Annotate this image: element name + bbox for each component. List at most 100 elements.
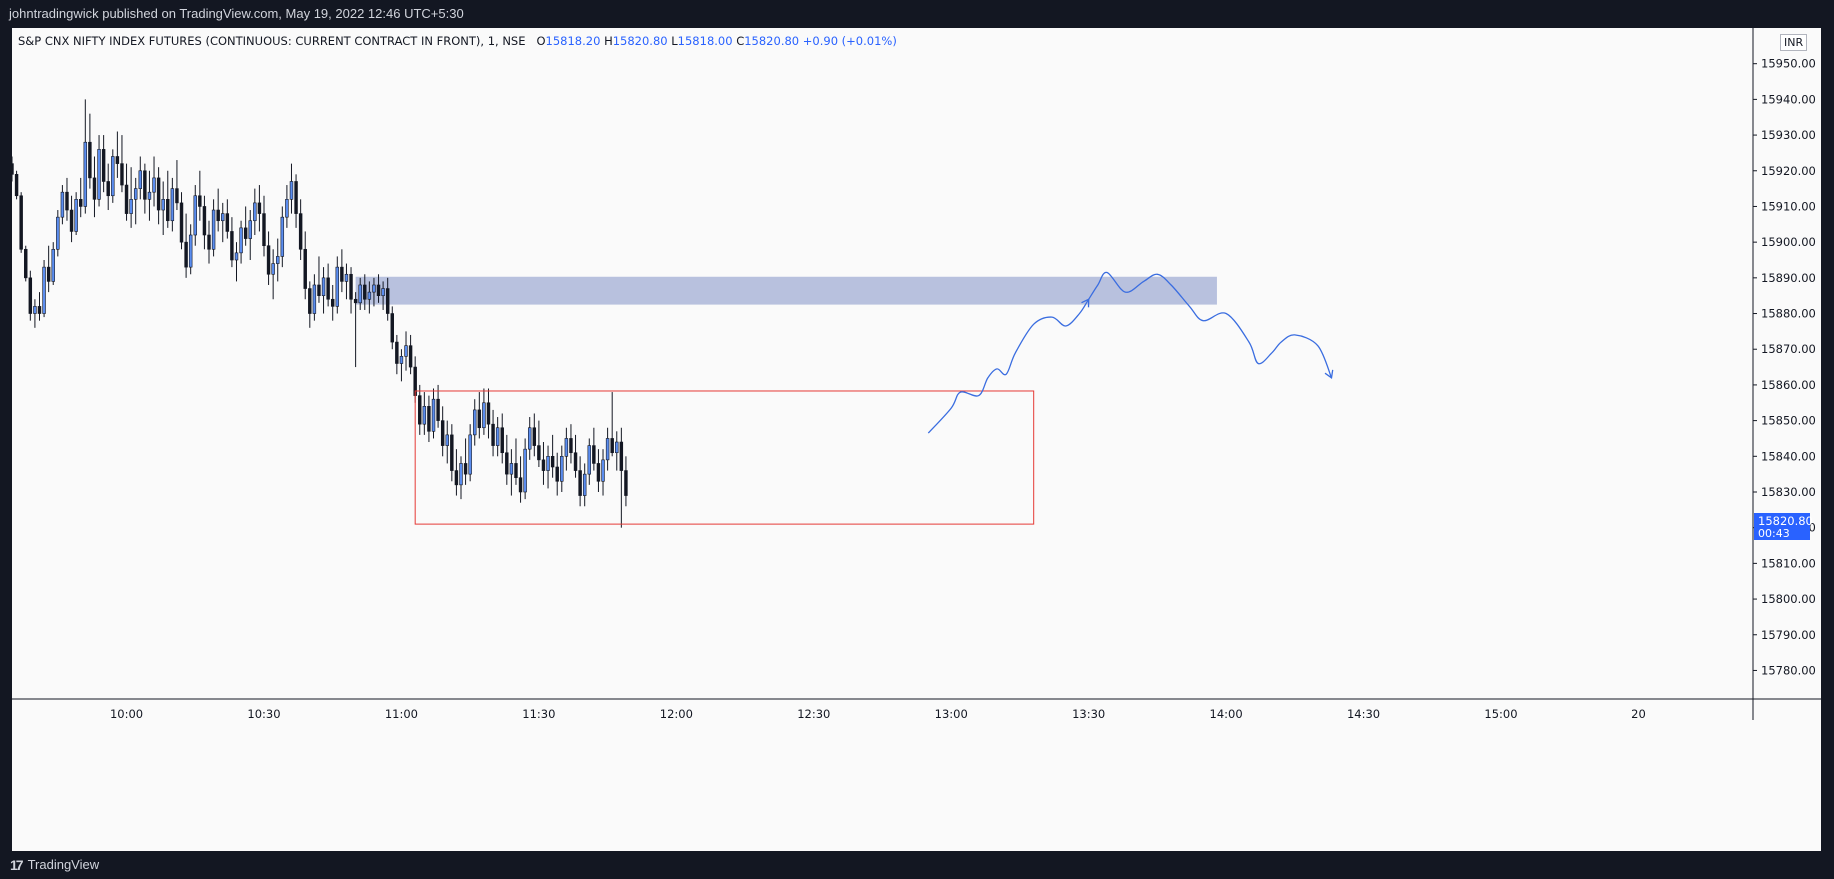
candle[interactable] xyxy=(550,434,555,478)
candle[interactable] xyxy=(340,249,344,293)
candle[interactable] xyxy=(326,263,330,307)
chart-frame[interactable]: 15780.0015790.0015800.0015810.0015820.00… xyxy=(12,28,1821,851)
candle[interactable] xyxy=(399,349,404,382)
candle[interactable] xyxy=(262,195,266,257)
candle[interactable] xyxy=(491,409,495,457)
candle[interactable] xyxy=(106,163,110,211)
candle[interactable] xyxy=(468,424,472,482)
candle[interactable] xyxy=(152,156,156,207)
candle[interactable] xyxy=(51,242,55,285)
candle[interactable] xyxy=(408,334,413,375)
candle[interactable] xyxy=(79,177,83,218)
candle[interactable] xyxy=(294,174,298,228)
candle[interactable] xyxy=(541,442,546,485)
candle[interactable] xyxy=(422,392,427,435)
candle[interactable] xyxy=(147,170,152,221)
candle[interactable] xyxy=(138,156,143,200)
candle[interactable] xyxy=(486,388,491,439)
candle[interactable] xyxy=(166,170,170,228)
candle[interactable] xyxy=(69,195,74,243)
candle[interactable] xyxy=(33,299,37,328)
candle[interactable] xyxy=(221,202,225,243)
candle[interactable] xyxy=(184,213,188,278)
candle[interactable] xyxy=(115,131,120,178)
candle[interactable] xyxy=(257,185,262,232)
candle[interactable] xyxy=(509,449,514,496)
candle[interactable] xyxy=(170,177,175,232)
candle[interactable] xyxy=(28,270,33,321)
candle[interactable] xyxy=(161,181,165,236)
candle[interactable] xyxy=(495,417,500,457)
candle[interactable] xyxy=(42,259,46,318)
candle[interactable] xyxy=(436,384,440,428)
candle[interactable] xyxy=(285,185,289,228)
candle[interactable] xyxy=(372,277,376,307)
candle[interactable] xyxy=(527,417,532,460)
candle[interactable] xyxy=(24,245,28,282)
candle[interactable] xyxy=(225,199,230,239)
candle[interactable] xyxy=(248,210,252,260)
candle[interactable] xyxy=(88,113,92,189)
candle[interactable] xyxy=(179,192,184,250)
candle[interactable] xyxy=(188,224,193,275)
candle[interactable] xyxy=(450,424,454,482)
candle[interactable] xyxy=(376,274,381,303)
candle[interactable] xyxy=(271,249,275,300)
candle[interactable] xyxy=(349,267,353,314)
range-box[interactable] xyxy=(414,390,1035,525)
candle[interactable] xyxy=(97,135,101,207)
candlestick-chart[interactable]: 15780.0015790.0015800.0015810.0015820.00… xyxy=(12,28,1821,851)
candle[interactable] xyxy=(321,267,326,314)
candle[interactable] xyxy=(537,420,541,468)
candle[interactable] xyxy=(133,177,138,225)
projected-path[interactable] xyxy=(927,271,1333,434)
currency-label[interactable]: INR xyxy=(1780,34,1808,51)
candle[interactable] xyxy=(353,292,358,368)
candle[interactable] xyxy=(230,217,234,268)
candle[interactable] xyxy=(615,431,619,471)
candle[interactable] xyxy=(500,413,504,464)
candle[interactable] xyxy=(335,256,340,314)
candle[interactable] xyxy=(390,306,394,350)
candle[interactable] xyxy=(573,434,578,478)
candle[interactable] xyxy=(56,210,60,257)
candle[interactable] xyxy=(83,99,88,214)
candle[interactable] xyxy=(111,149,115,203)
tradingview-brand[interactable]: 17 TradingView xyxy=(10,851,99,879)
candle[interactable] xyxy=(418,384,422,435)
candle[interactable] xyxy=(440,406,445,457)
candle[interactable] xyxy=(74,192,78,236)
candle[interactable] xyxy=(211,199,216,257)
candle[interactable] xyxy=(120,135,124,193)
candle[interactable] xyxy=(276,238,280,282)
candle[interactable] xyxy=(193,185,197,246)
candle[interactable] xyxy=(587,438,591,485)
candle[interactable] xyxy=(143,163,147,214)
candle[interactable] xyxy=(624,456,628,507)
candle[interactable] xyxy=(60,185,65,225)
candle[interactable] xyxy=(280,206,285,268)
candle[interactable] xyxy=(596,449,601,492)
candle[interactable] xyxy=(202,195,207,250)
candle[interactable] xyxy=(463,438,468,485)
candle[interactable] xyxy=(317,256,321,303)
supply-zone[interactable] xyxy=(355,276,1217,305)
candle[interactable] xyxy=(582,463,587,507)
candle[interactable] xyxy=(234,242,239,282)
candle[interactable] xyxy=(505,434,509,485)
candle[interactable] xyxy=(445,420,449,464)
candle[interactable] xyxy=(592,427,596,471)
candle[interactable] xyxy=(37,292,42,321)
candle[interactable] xyxy=(381,281,385,310)
candle[interactable] xyxy=(431,388,436,439)
candle[interactable] xyxy=(427,395,431,443)
candle[interactable] xyxy=(367,281,372,314)
candle[interactable] xyxy=(303,231,307,300)
candle[interactable] xyxy=(330,284,335,321)
candle[interactable] xyxy=(216,188,220,232)
candle[interactable] xyxy=(101,135,106,193)
candle[interactable] xyxy=(308,281,312,328)
candle[interactable] xyxy=(514,438,518,485)
candle[interactable] xyxy=(454,449,459,496)
candle[interactable] xyxy=(555,452,559,496)
